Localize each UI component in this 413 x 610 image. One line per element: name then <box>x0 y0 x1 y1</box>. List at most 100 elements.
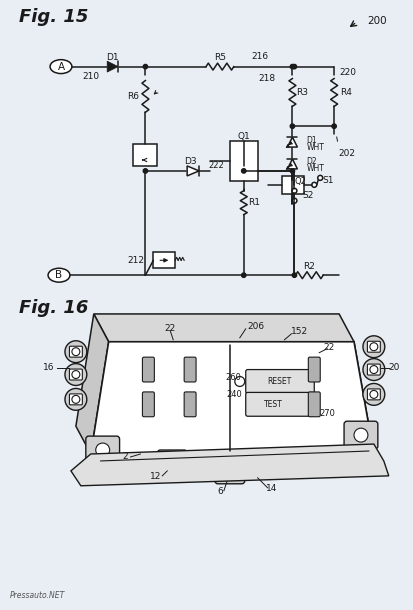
Text: S2: S2 <box>302 192 314 200</box>
FancyBboxPatch shape <box>368 341 380 352</box>
Circle shape <box>242 273 246 278</box>
Polygon shape <box>71 444 389 486</box>
Text: Fig. 16: Fig. 16 <box>19 299 89 317</box>
Text: A: A <box>57 62 64 71</box>
Text: 200: 200 <box>367 16 387 26</box>
Text: 222: 222 <box>208 162 224 170</box>
FancyBboxPatch shape <box>142 392 154 417</box>
Circle shape <box>96 443 110 457</box>
FancyBboxPatch shape <box>184 392 196 417</box>
Text: 260: 260 <box>226 373 242 382</box>
Circle shape <box>292 273 297 278</box>
Text: 216: 216 <box>251 52 268 61</box>
FancyBboxPatch shape <box>69 346 82 357</box>
Circle shape <box>332 124 336 128</box>
Text: Pressauto.NET: Pressauto.NET <box>9 591 64 600</box>
Circle shape <box>318 176 323 181</box>
FancyBboxPatch shape <box>69 394 82 405</box>
FancyBboxPatch shape <box>368 364 380 375</box>
Circle shape <box>242 169 246 173</box>
Polygon shape <box>287 159 297 169</box>
FancyBboxPatch shape <box>86 436 120 464</box>
Circle shape <box>370 365 378 373</box>
Circle shape <box>363 384 385 405</box>
Polygon shape <box>287 137 297 147</box>
FancyBboxPatch shape <box>309 357 320 382</box>
Text: 212: 212 <box>128 256 145 265</box>
Text: 2: 2 <box>123 453 128 462</box>
Circle shape <box>225 467 235 477</box>
FancyBboxPatch shape <box>344 422 378 449</box>
FancyBboxPatch shape <box>157 450 187 474</box>
FancyBboxPatch shape <box>246 370 314 393</box>
Circle shape <box>292 188 297 193</box>
Circle shape <box>363 336 385 357</box>
Text: 218: 218 <box>258 74 275 83</box>
Circle shape <box>72 395 80 403</box>
Circle shape <box>354 428 368 442</box>
Bar <box>133 144 157 166</box>
Text: D1: D1 <box>106 53 119 62</box>
Text: 270: 270 <box>319 409 335 418</box>
Text: 16: 16 <box>43 363 55 372</box>
Text: TEST: TEST <box>264 400 283 409</box>
Circle shape <box>290 169 294 173</box>
Circle shape <box>72 348 80 356</box>
FancyBboxPatch shape <box>184 357 196 382</box>
Text: 210: 210 <box>82 72 100 81</box>
FancyBboxPatch shape <box>246 392 314 416</box>
Ellipse shape <box>50 60 72 74</box>
Text: WHT: WHT <box>306 143 324 151</box>
Polygon shape <box>94 314 354 342</box>
Circle shape <box>312 182 317 187</box>
Ellipse shape <box>48 268 70 282</box>
Text: R2: R2 <box>304 262 315 271</box>
Text: 14: 14 <box>266 484 277 493</box>
Text: 152: 152 <box>291 328 308 336</box>
Circle shape <box>65 341 87 362</box>
Bar <box>230 141 258 181</box>
Circle shape <box>235 376 245 387</box>
Text: R3: R3 <box>297 88 309 97</box>
Circle shape <box>290 124 294 128</box>
Circle shape <box>65 364 87 386</box>
FancyBboxPatch shape <box>69 369 82 380</box>
Polygon shape <box>91 342 374 454</box>
Text: 22: 22 <box>165 325 176 333</box>
Text: 202: 202 <box>338 148 355 157</box>
Text: 220: 220 <box>339 68 356 77</box>
Circle shape <box>167 457 177 467</box>
Text: D3: D3 <box>184 157 197 167</box>
Circle shape <box>72 370 80 378</box>
FancyBboxPatch shape <box>215 460 245 484</box>
Text: 206: 206 <box>247 322 264 331</box>
FancyBboxPatch shape <box>142 357 154 382</box>
Text: Q1: Q1 <box>237 132 250 141</box>
Text: R6: R6 <box>128 92 140 101</box>
Bar <box>153 253 175 268</box>
Polygon shape <box>107 61 118 72</box>
Text: B: B <box>55 270 62 280</box>
Text: 240: 240 <box>226 390 242 399</box>
Circle shape <box>65 389 87 411</box>
Circle shape <box>370 390 378 398</box>
Text: WHT: WHT <box>306 165 324 173</box>
Polygon shape <box>187 166 199 176</box>
Circle shape <box>143 65 147 69</box>
Text: Fig. 15: Fig. 15 <box>19 8 89 26</box>
Circle shape <box>363 359 385 381</box>
Circle shape <box>370 343 378 351</box>
Text: D1: D1 <box>306 135 317 145</box>
Polygon shape <box>76 314 109 454</box>
Text: 22: 22 <box>323 343 335 352</box>
Circle shape <box>290 65 294 69</box>
Text: Q2: Q2 <box>294 178 306 186</box>
Text: 20: 20 <box>388 363 399 372</box>
Text: R5: R5 <box>214 53 226 62</box>
Polygon shape <box>91 342 374 454</box>
Text: S1: S1 <box>322 176 334 185</box>
Text: D2: D2 <box>306 157 317 167</box>
Text: 12: 12 <box>150 472 161 481</box>
FancyBboxPatch shape <box>309 392 320 417</box>
Text: 6: 6 <box>217 487 223 497</box>
